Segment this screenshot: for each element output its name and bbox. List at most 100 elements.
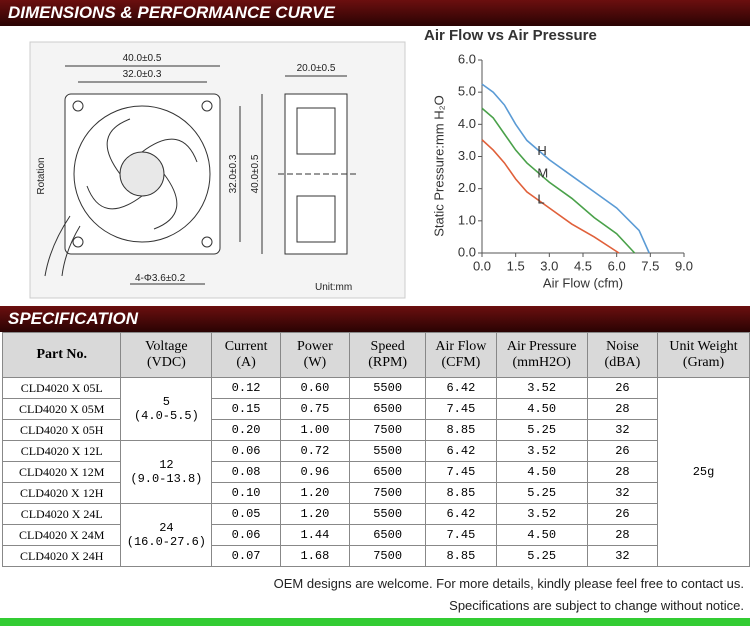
header-row: Part No. Voltage (VDC) Current (A) Power (W) Sp… — [1, 332, 750, 378]
header-cell: Power (W) — [279, 332, 351, 378]
section-title: SPECIFICATION — [0, 306, 750, 332]
cell: 28 — [586, 398, 659, 420]
header-text: Part No. — [36, 347, 87, 362]
dimension-label: 40.0±0.5 — [123, 53, 162, 64]
cell: 0.10 — [211, 482, 281, 504]
header-text: Air Flow — [435, 339, 487, 354]
dimension-label: 32.0±0.3 — [123, 69, 162, 80]
data-row: CLD4020 X 24H 0.07 1.68 7500 8.85 5.25 32 — [1, 545, 750, 567]
x-tick-label: 1.5 — [507, 258, 525, 273]
cell: 0.06 — [211, 440, 281, 462]
cell: 26 — [586, 377, 659, 399]
x-tick-label: 7.5 — [641, 258, 659, 273]
cell: CLD4020 X 05L — [1, 377, 122, 399]
data-row: CLD4020 X 05L 5 (4.0-5.5) 0.12 0.60 5500 6.42 3… — [1, 377, 750, 567]
cell: CLD4020 X 05M — [1, 398, 122, 420]
header-cell: Speed (RPM) — [349, 332, 427, 378]
dimension-label: 40.0±0.5 — [250, 154, 261, 193]
cell: 4.50 — [495, 398, 588, 420]
cell: 28 — [586, 461, 659, 483]
header-text: Power — [297, 339, 333, 354]
voltage-cell: 24 (16.0-27.6) — [120, 503, 213, 567]
chart-title: Air Flow vs Air Pressure — [424, 27, 597, 44]
cell: CLD4020 X 24H — [1, 545, 122, 567]
voltage-range: (4.0-5.5) — [133, 409, 199, 423]
y-tick-label: 6.0 — [458, 51, 476, 66]
y-tick-label: 3.0 — [458, 148, 476, 163]
cell: 1.44 — [279, 524, 351, 546]
x-axis-label: Air Flow (cfm) — [543, 275, 623, 290]
data-row: CLD4020 X 12H 0.10 1.20 7500 8.85 5.25 32 — [1, 482, 750, 504]
voltage-cell: 12 (9.0-13.8) — [120, 440, 213, 504]
cell: 6500 — [349, 461, 427, 483]
cell: 8.85 — [425, 482, 497, 504]
cell: 26 — [586, 440, 659, 462]
cell: 7500 — [349, 419, 427, 441]
cell: 0.75 — [279, 398, 351, 420]
header-text: (A) — [236, 355, 256, 370]
cell: 1.20 — [279, 482, 351, 504]
cell: CLD4020 X 12M — [1, 461, 122, 483]
x-tick-label: 9.0 — [675, 258, 693, 273]
footer-bar — [0, 618, 750, 626]
y-tick-label: 2.0 — [458, 180, 476, 195]
y-tick-label: 5.0 — [458, 84, 476, 99]
header-cell: Current (A) — [211, 332, 281, 378]
cell: 0.07 — [211, 545, 281, 567]
cell: 0.15 — [211, 398, 281, 420]
data-row: CLD4020 X 05H 0.20 1.00 7500 8.85 5.25 32 — [1, 419, 750, 441]
x-tick-label: 3.0 — [540, 258, 558, 273]
x-tick-label: 6.0 — [608, 258, 626, 273]
y-tick-label: 4.0 — [458, 116, 476, 131]
cell: 0.96 — [279, 461, 351, 483]
voltage: 5 — [162, 395, 170, 409]
chart: Air Flow vs Air Pressure Air Flow (cfm) … — [424, 27, 693, 290]
dimension-label: 32.0±0.3 — [228, 154, 239, 193]
cell: 5.25 — [495, 545, 588, 567]
data-row: CLD4020 X 12L 12 (9.0-13.8) 0.06 0.72 5500 6.4… — [1, 440, 750, 504]
cell: CLD4020 X 24M — [1, 524, 122, 546]
cell: 32 — [586, 545, 659, 567]
cell: 7.45 — [425, 461, 497, 483]
drawing-labels: 40.0±0.5 32.0±0.3 20.0±0.5 32.0±0.3 40.0… — [36, 53, 352, 293]
header-text: Unit Weight — [669, 339, 738, 354]
header-text: (mmH2O) — [512, 355, 571, 370]
figures: 40.0±0.5 32.0±0.3 20.0±0.5 32.0±0.3 40.0… — [29, 27, 693, 299]
header-cell: Unit Weight (Gram) — [657, 332, 750, 378]
cell: 6.42 — [425, 503, 497, 525]
dimension-label: 4-Φ3.6±0.2 — [135, 273, 186, 284]
series-label: M — [537, 166, 548, 181]
cell: 1.68 — [279, 545, 351, 567]
header-text: (dBA) — [604, 355, 641, 370]
cell: 7.45 — [425, 524, 497, 546]
cell: 0.60 — [279, 377, 351, 399]
header-text: (CFM) — [441, 355, 481, 370]
header-text: Speed — [370, 339, 405, 354]
cell: 1.20 — [279, 503, 351, 525]
cell: 32 — [586, 419, 659, 441]
data-row: CLD4020 X 24L 24 (16.0-27.6) 0.05 1.20 5500 6.… — [1, 503, 750, 567]
footer-note: Specifications are subject to change wit… — [449, 598, 744, 613]
cell: 3.52 — [495, 503, 588, 525]
cell: 6500 — [349, 398, 427, 420]
cell: 5500 — [349, 377, 427, 399]
cell: 0.05 — [211, 503, 281, 525]
curve — [481, 107, 636, 254]
header-cell: Voltage (VDC) — [120, 332, 213, 378]
header-text: (RPM) — [368, 355, 408, 370]
y-axis-label: Static Pressure:mm H₂O — [431, 95, 446, 237]
cell: 5500 — [349, 503, 427, 525]
curve — [481, 83, 650, 254]
cell: 6.42 — [425, 377, 497, 399]
x-tick-label: 0.0 — [473, 258, 491, 273]
cell: 5500 — [349, 440, 427, 462]
spec-table: Part No. Voltage (VDC) Current (A) Power (W) Sp… — [1, 332, 750, 567]
voltage: 12 — [159, 458, 174, 472]
footer-note: OEM designs are welcome. For more detail… — [273, 576, 744, 591]
data-row: CLD4020 X 05M 0.15 0.75 6500 7.45 4.50 28 — [1, 398, 750, 420]
cell: 8.85 — [425, 419, 497, 441]
cell: 7.45 — [425, 398, 497, 420]
voltage-range: (9.0-13.8) — [130, 472, 203, 486]
header-text: (VDC) — [146, 355, 186, 370]
